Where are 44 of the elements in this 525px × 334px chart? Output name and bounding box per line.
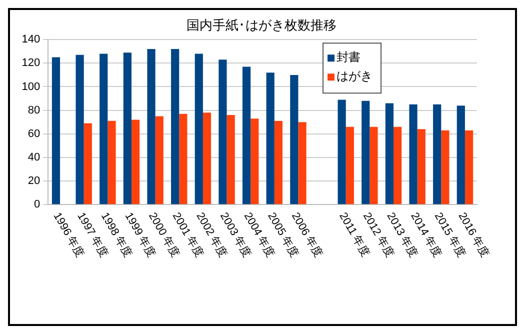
- chart-title: 国内手紙･はがき枚数推移: [186, 17, 336, 32]
- bar: [226, 115, 235, 204]
- bar: [370, 126, 378, 204]
- bar: [52, 57, 60, 204]
- bar: [417, 129, 426, 204]
- y-tick-label: 120: [22, 57, 40, 70]
- bar: [194, 54, 203, 204]
- bar: [123, 52, 132, 204]
- legend-label: 封書: [336, 50, 361, 64]
- bar: [171, 49, 180, 204]
- bar: [298, 122, 306, 204]
- y-tick-label: 20: [28, 175, 40, 188]
- bar: [131, 120, 140, 204]
- bar: [100, 54, 108, 204]
- y-tick-label: 140: [22, 34, 40, 46]
- bar: [76, 54, 84, 204]
- bar: [346, 126, 354, 204]
- legend-label: はがき: [336, 68, 373, 83]
- bar: [242, 66, 251, 204]
- bar: [338, 100, 346, 204]
- y-tick-label: 60: [28, 128, 40, 140]
- bar: [409, 104, 418, 204]
- bar: [433, 104, 442, 204]
- y-tick-label: 100: [22, 80, 40, 93]
- bar: [202, 112, 212, 204]
- bar: [155, 116, 164, 204]
- bar: [441, 130, 450, 204]
- bar: [84, 123, 92, 204]
- bar: [274, 120, 283, 204]
- bar: [456, 106, 465, 204]
- bar: [394, 126, 402, 204]
- bar: [108, 120, 116, 204]
- y-tick-label: 80: [28, 104, 40, 116]
- bar: [147, 49, 156, 204]
- bar: [266, 72, 274, 204]
- y-tick-label: 40: [28, 151, 40, 164]
- y-tick-label: 0: [34, 198, 40, 211]
- bar: [385, 103, 394, 204]
- bar: [362, 100, 370, 204]
- bar: [250, 118, 259, 204]
- bar: [179, 114, 188, 204]
- bar: [290, 74, 298, 204]
- bar: [464, 130, 474, 204]
- bar: [218, 60, 227, 204]
